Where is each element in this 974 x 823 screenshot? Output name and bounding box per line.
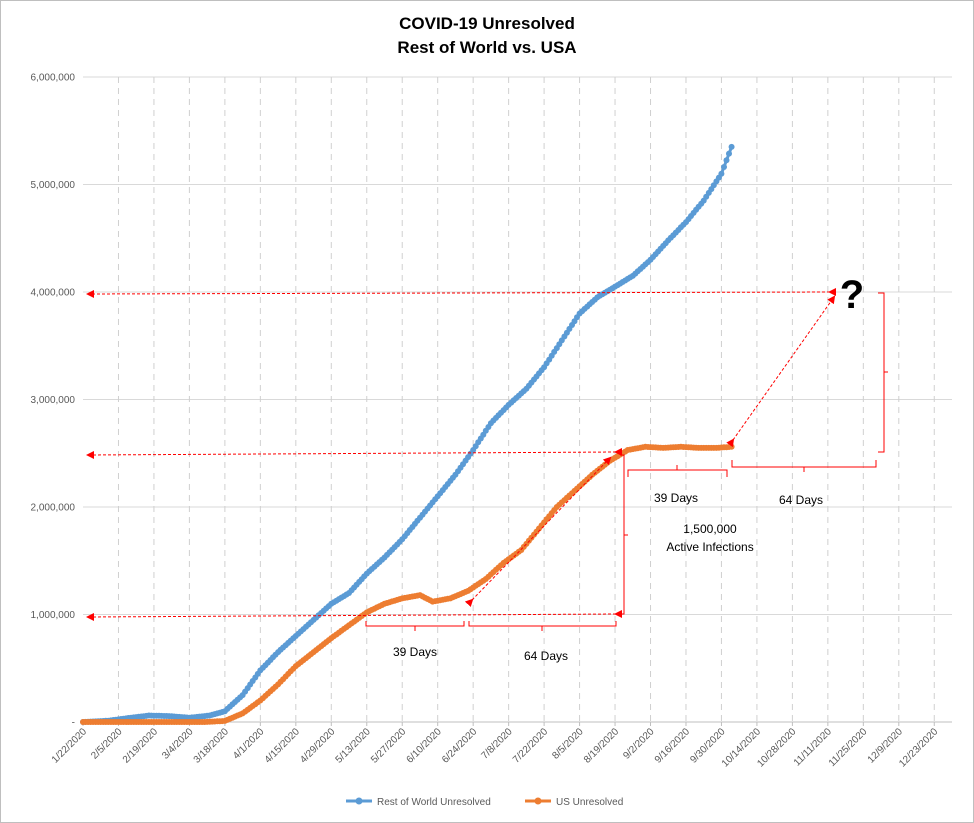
x-tick-label: 10/28/2020 xyxy=(755,726,798,769)
label-active-infections: Active Infections xyxy=(666,540,753,554)
x-tick-label: 9/16/2020 xyxy=(653,726,693,766)
x-tick-label: 2/19/2020 xyxy=(121,726,161,766)
question-mark: ? xyxy=(840,273,864,317)
x-tick-label: 6/10/2020 xyxy=(405,726,445,766)
arrow-diagonal-upper xyxy=(726,295,836,448)
grid xyxy=(82,76,952,726)
x-tick-label: 7/8/2020 xyxy=(479,726,515,762)
series-0 xyxy=(80,143,735,725)
series-line xyxy=(83,445,732,724)
label-64-days-upper: 64 Days xyxy=(779,493,823,507)
x-tick-label: 3/4/2020 xyxy=(160,726,196,762)
data-point xyxy=(726,150,732,157)
arrow-4m xyxy=(86,287,837,298)
y-tick-label: 2,000,000 xyxy=(31,503,76,514)
label-64-days-lower: 64 Days xyxy=(524,649,568,663)
chart-subtitle: Rest of World vs. USA xyxy=(397,38,576,57)
legend-item-us: US Unresolved xyxy=(525,797,623,808)
x-tick-label: 8/19/2020 xyxy=(582,726,622,766)
label-39-days-lower: 39 Days xyxy=(393,645,437,659)
legend: Rest of World Unresolved US Unresolved xyxy=(346,797,623,808)
label-39-days-upper: 39 Days xyxy=(654,491,698,505)
legend-label-rest-of-world: Rest of World Unresolved xyxy=(377,797,491,808)
x-tick-label: 2/5/2020 xyxy=(89,726,125,762)
bracket-64-lower xyxy=(468,621,617,631)
data-point xyxy=(718,170,725,177)
y-tick-label: 1,000,000 xyxy=(31,610,76,621)
y-axis: - 1,000,000 2,000,000 3,000,000 4,000,000 5,0… xyxy=(31,73,76,729)
x-tick-label: 4/1/2020 xyxy=(231,726,267,762)
arrow-2-5m xyxy=(86,447,623,459)
x-tick-label: 5/27/2020 xyxy=(369,726,409,766)
data-point xyxy=(723,157,730,164)
series-line xyxy=(82,146,733,724)
annotations: ? 39 Days 64 Days 39 Days 64 Days 1,500,… xyxy=(86,273,888,663)
arrow-1m xyxy=(86,609,623,621)
x-tick-label: 1/22/2020 xyxy=(50,726,90,766)
y-tick-label: 3,000,000 xyxy=(31,395,76,406)
x-tick-label: 9/2/2020 xyxy=(621,726,657,762)
y-tick-label: - xyxy=(72,718,75,729)
chart-title: COVID-19 Unresolved xyxy=(399,14,575,33)
legend-marker-us xyxy=(534,797,542,805)
x-tick-label: 5/13/2020 xyxy=(334,726,374,766)
x-tick-label: 11/25/2020 xyxy=(827,726,870,769)
bracket-1-5m xyxy=(620,454,628,615)
x-tick-label: 6/24/2020 xyxy=(440,726,480,766)
x-tick-label: 4/29/2020 xyxy=(298,726,338,766)
x-tick-label: 8/5/2020 xyxy=(550,726,586,762)
x-tick-label: 12/23/2020 xyxy=(897,726,940,769)
bracket-right xyxy=(878,292,888,453)
x-tick-label: 7/22/2020 xyxy=(511,726,551,766)
x-tick-label: 4/15/2020 xyxy=(263,726,303,766)
legend-label-us: US Unresolved xyxy=(556,797,623,808)
data-point xyxy=(728,443,735,450)
bracket-39-upper xyxy=(627,465,728,477)
arrow-diagonal-lower xyxy=(464,456,612,608)
bracket-64-upper xyxy=(731,460,877,472)
legend-marker-rest-of-world xyxy=(355,797,363,805)
data-point xyxy=(728,143,735,150)
y-tick-label: 5,000,000 xyxy=(31,180,76,191)
series-layer xyxy=(80,143,735,725)
bracket-39-lower xyxy=(365,621,465,631)
label-active-infections-value: 1,500,000 xyxy=(683,522,737,536)
x-tick-label: 3/18/2020 xyxy=(192,726,232,766)
y-tick-label: 6,000,000 xyxy=(31,73,76,84)
series-1 xyxy=(80,443,735,725)
legend-item-rest-of-world: Rest of World Unresolved xyxy=(346,797,491,808)
y-tick-label: 4,000,000 xyxy=(31,288,76,299)
data-point xyxy=(721,164,727,170)
